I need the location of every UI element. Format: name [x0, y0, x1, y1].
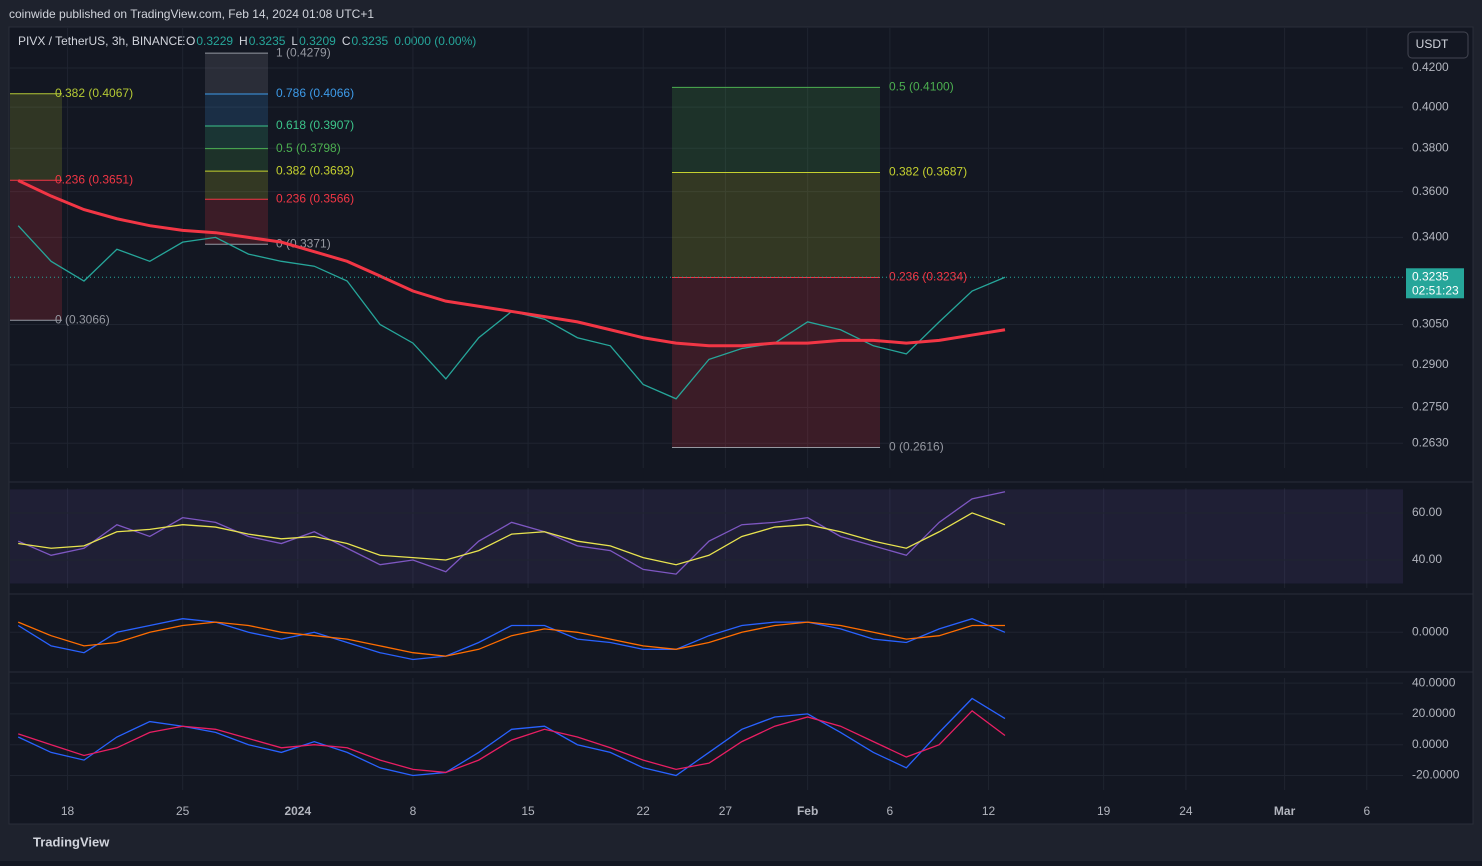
ohlc-key: O [186, 34, 195, 48]
series-line [17, 618, 1006, 661]
series-line [18, 709, 1006, 774]
last-price-box [1406, 268, 1464, 299]
fib-zone [672, 87, 880, 173]
y-tick-label: 0.3050 [1412, 317, 1449, 331]
fib-label: 0.5 (0.3798) [276, 141, 341, 155]
ohlc-key: H [239, 34, 248, 48]
ohlc-value: 0.0000 (0.00%) [394, 34, 476, 48]
fib-label: 0.236 (0.3651) [55, 172, 133, 186]
y-tick-label: 20.0000 [1412, 706, 1456, 720]
fib-label: 0.786 (0.4066) [276, 86, 354, 100]
fib-label: 0 (0.3371) [276, 236, 331, 250]
fib-label: 1 (0.4279) [276, 45, 331, 59]
y-tick-label: -20.0000 [1412, 768, 1460, 782]
x-tick-label: Mar [1274, 804, 1296, 818]
fib-label: 0.382 (0.4067) [55, 86, 133, 100]
countdown: 02:51:23 [1412, 283, 1459, 297]
series-line [17, 621, 1005, 657]
y-tick-label: 40.00 [1412, 552, 1442, 566]
fib-zone [205, 148, 268, 172]
fib-label: 0.618 (0.3907) [276, 118, 354, 132]
fib-label: 0 (0.3066) [55, 312, 110, 326]
x-tick-label: 19 [1097, 804, 1111, 818]
series-line [17, 491, 1006, 575]
fib-label: 0.236 (0.3234) [889, 270, 967, 284]
x-tick-label: Feb [797, 804, 818, 818]
ohlc-value: 0.3229 [196, 34, 233, 48]
ohlc-key: L [291, 34, 298, 48]
y-tick-label: 0.4000 [1412, 99, 1449, 113]
y-tick-label: 0.0000 [1412, 624, 1449, 638]
x-tick-label: 18 [61, 804, 75, 818]
publisher: coinwide published on TradingView.com, F… [9, 7, 374, 21]
fib-zone [10, 93, 62, 181]
fib-zone [205, 53, 268, 95]
currency-button[interactable] [1407, 31, 1469, 59]
x-tick-label: 25 [176, 804, 190, 818]
series-line [18, 512, 1006, 566]
fib-zone [672, 277, 880, 448]
fib-zone [10, 180, 62, 321]
fib-label: 0.382 (0.3687) [889, 165, 967, 179]
x-tick-label: 15 [521, 804, 535, 818]
x-tick-label: 24 [1179, 804, 1193, 818]
ohlc-key: C [342, 34, 351, 48]
x-tick-label: 6 [887, 804, 894, 818]
y-tick-label: 0.0000 [1412, 737, 1449, 751]
fib-zone [205, 125, 268, 149]
x-tick-label: 22 [637, 804, 651, 818]
fib-label: 0.5 (0.4100) [889, 80, 954, 94]
ohlc-value: 0.3235 [249, 34, 286, 48]
fib-label: 0.382 (0.3693) [276, 163, 354, 177]
symbol: PIVX / TetherUS, 3h, BINANCE [18, 34, 185, 48]
y-tick-label: 40.0000 [1412, 675, 1456, 689]
chart-area [8, 26, 1474, 825]
x-tick-label: 12 [982, 804, 996, 818]
y-tick-label: 0.3600 [1412, 184, 1449, 198]
x-tick-label: 6 [1363, 804, 1370, 818]
x-tick-label: 8 [410, 804, 417, 818]
fib-zone [205, 171, 268, 200]
ohlc-value: 0.3209 [299, 34, 336, 48]
y-tick-label: 0.3400 [1412, 230, 1449, 244]
y-tick-label: 0.2900 [1412, 357, 1449, 371]
last-price: 0.3235 [1412, 269, 1449, 283]
y-tick-label: 0.2750 [1412, 400, 1449, 414]
fib-label: 0 (0.2616) [889, 440, 944, 454]
fib-zone [672, 172, 880, 278]
brand: TradingView [33, 834, 110, 849]
x-tick-label: 27 [719, 804, 733, 818]
y-tick-label: 60.00 [1412, 505, 1442, 519]
rsi-band [10, 489, 1403, 584]
series-line [17, 179, 1006, 348]
currency[interactable]: USDT [1416, 37, 1449, 51]
x-tick-label: 2024 [284, 804, 311, 818]
ohlc-value: 0.3235 [351, 34, 388, 48]
y-tick-label: 0.2630 [1412, 435, 1449, 449]
y-tick-label: 0.3800 [1412, 140, 1449, 154]
y-tick-label: 0.4200 [1412, 60, 1449, 74]
fib-label: 0.236 (0.3566) [276, 191, 354, 205]
fib-zone [205, 94, 268, 126]
